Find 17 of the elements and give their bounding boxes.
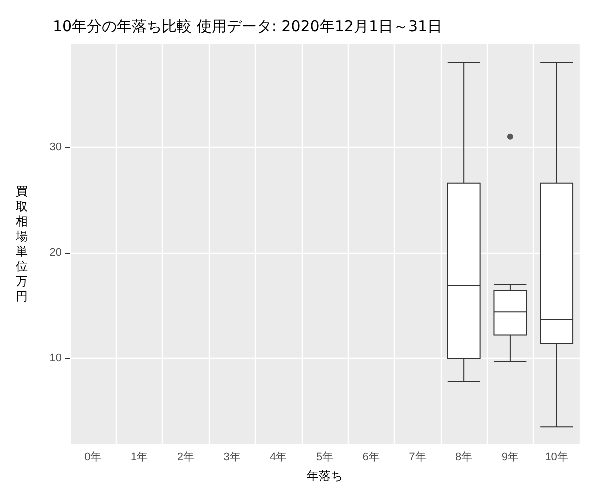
x-tick-label: 6年: [362, 452, 380, 464]
x-tick-label: 8年: [456, 452, 473, 464]
x-tick-label: 2年: [177, 452, 194, 464]
y-tick-label: 20: [50, 246, 62, 259]
x-tick-label: 1年: [130, 452, 148, 464]
x-tick-label: 10年: [545, 452, 568, 464]
y-axis-title: 買取相場単位万円: [15, 184, 28, 304]
x-tick-label: 7年: [409, 452, 426, 464]
chart-title: 10年分の年落ち比較 使用データ: 2020年12月1日～31日: [53, 18, 443, 36]
x-tick-label: 9年: [502, 452, 520, 464]
x-tick-label: 5年: [316, 452, 334, 464]
y-tick-label: 30: [50, 141, 62, 154]
x-tick-label: 0年: [84, 452, 102, 464]
x-tick-label: 4年: [270, 452, 288, 464]
y-tick-label: 10: [50, 352, 62, 365]
x-tick-label: 3年: [224, 452, 241, 464]
x-axis-title: 年落ち: [307, 469, 343, 483]
